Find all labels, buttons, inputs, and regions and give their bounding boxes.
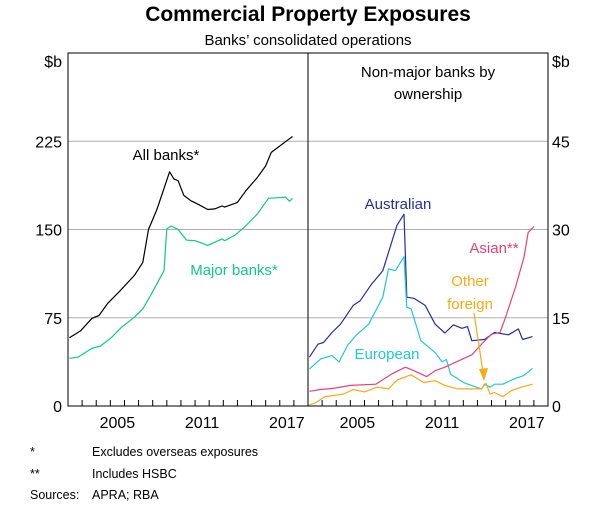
footnote-1: * Excludes overseas exposures (30, 445, 258, 459)
all-banks-label: All banks* (133, 147, 200, 164)
x-tick-label: 2011 (185, 415, 220, 432)
chart-subtitle: Banks’ consolidated operations (204, 32, 411, 49)
x-tick-label: 2017 (509, 415, 545, 432)
series-line-major-banks (69, 196, 293, 359)
european-label: European (354, 346, 419, 363)
footnote-mark: Sources: (30, 488, 80, 502)
y-tick-label: 15 (552, 311, 570, 328)
footnote-2: ** Includes HSBC (30, 467, 177, 481)
series-line-asian (309, 226, 535, 392)
footnote-mark: ** (30, 467, 40, 481)
chart-title: Commercial Property Exposures (145, 3, 471, 26)
asian-label: Asian** (469, 240, 518, 257)
footnote-mark: * (30, 445, 35, 459)
y-tick-label: 0 (53, 399, 62, 416)
other-foreign-label-line1: Other (451, 273, 489, 290)
other-foreign-label-line2: foreign (447, 296, 493, 313)
australian-label: Australian (365, 196, 432, 213)
y-tick-label: 0 (552, 399, 561, 416)
annotation-arrow-line (473, 312, 484, 373)
x-tick-label: 2005 (100, 415, 136, 432)
major-banks-label: Major banks* (190, 262, 278, 279)
series-line-all-banks (69, 136, 293, 339)
annotation-arrowhead-icon (479, 368, 488, 381)
y-tick-label: 30 (552, 223, 570, 240)
y-tick-label: 150 (35, 223, 62, 240)
x-tick-label: 2011 (425, 415, 460, 432)
panel-title-line1: Non-major banks by (361, 64, 496, 81)
series-line-european (309, 256, 533, 390)
y-tick-label: 45 (552, 134, 570, 151)
footnote-sources: Sources: APRA; RBA (30, 488, 159, 502)
left-unit-label: $b (44, 54, 62, 71)
panel-title-line2: ownership (394, 86, 462, 103)
footnote-text: Excludes overseas exposures (92, 445, 259, 459)
series-line-other-foreign (309, 374, 533, 406)
y-tick-label: 75 (44, 311, 62, 328)
right-unit-label: $b (552, 54, 570, 71)
x-tick-label: 2005 (340, 415, 376, 432)
footnote-text: APRA; RBA (92, 488, 159, 502)
series-line-australian (308, 213, 533, 358)
footnote-text: Includes HSBC (92, 467, 177, 481)
y-tick-label: 225 (35, 134, 62, 151)
x-tick-label: 2017 (269, 415, 305, 432)
